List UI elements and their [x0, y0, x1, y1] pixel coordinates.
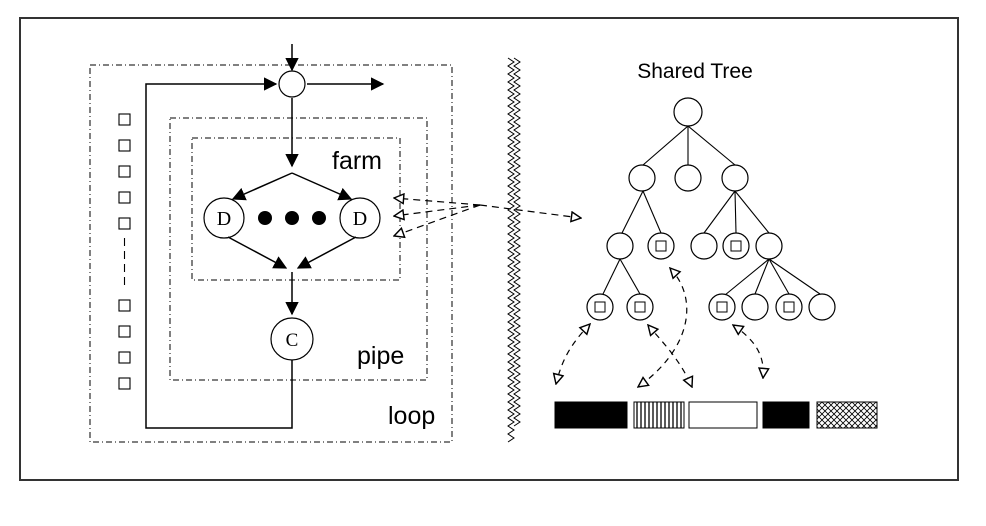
square-icon: [118, 377, 131, 390]
tree-node: [755, 232, 783, 260]
task-queue: [118, 113, 131, 390]
square-icon: [118, 139, 131, 152]
worker-node-left: D: [203, 197, 245, 239]
square-icon: [118, 191, 131, 204]
tree-node: [628, 164, 656, 192]
tree-edges: [602, 125, 821, 296]
square-icon: [655, 240, 667, 252]
square-icon: [783, 301, 795, 313]
loop-label: loop: [388, 402, 435, 430]
loop-box: [89, 64, 453, 443]
collector-node: C: [270, 317, 314, 361]
tree-node: [674, 164, 702, 192]
collector-label: C: [286, 330, 299, 351]
memory-block-solid-small: [762, 401, 810, 429]
square-icon: [716, 301, 728, 313]
feedback-loop-line: [145, 77, 293, 429]
farm-label: farm: [332, 147, 382, 175]
square-icon: [118, 113, 131, 126]
pipe-box: [169, 117, 428, 381]
square-icon: [118, 165, 131, 178]
memory-block-solid: [554, 401, 628, 429]
merge-left-arrow: [227, 236, 288, 269]
tree-node: [741, 293, 769, 321]
dots-icon: [258, 211, 326, 225]
split-left-arrow: [231, 172, 293, 201]
worker-node-right: D: [339, 197, 381, 239]
tree-node: [690, 232, 718, 260]
square-icon: [118, 217, 131, 230]
memory-block-crosshatch: [816, 401, 878, 429]
farm-tree-access-arrows: [394, 198, 581, 236]
square-icon: [118, 351, 131, 364]
zigzag-icon: [507, 57, 521, 443]
memory-blocks: [554, 401, 878, 429]
shared-tree-title: Shared Tree: [637, 60, 753, 83]
square-icon: [594, 301, 606, 313]
outer-frame: [19, 17, 959, 481]
tree-root-node: [673, 97, 703, 127]
pipe-label: pipe: [357, 342, 404, 370]
tree-node: [808, 293, 836, 321]
memory-block-vertical-lines: [633, 401, 685, 429]
square-icon: [634, 301, 646, 313]
merge-right-arrow: [296, 236, 357, 269]
loop-entry-node: [278, 70, 306, 98]
square-icon: [118, 325, 131, 338]
tree-memory-arrows: [556, 268, 763, 387]
node-task-squares: [594, 240, 795, 313]
split-right-arrow: [291, 172, 353, 201]
tree-node: [606, 232, 634, 260]
worker-label-right: D: [353, 208, 367, 230]
worker-label-left: D: [217, 208, 231, 230]
tree-nodes: [586, 97, 836, 321]
memory-block-empty: [688, 401, 758, 429]
tree-node: [721, 164, 749, 192]
square-icon: [118, 299, 131, 312]
square-icon: [730, 240, 742, 252]
